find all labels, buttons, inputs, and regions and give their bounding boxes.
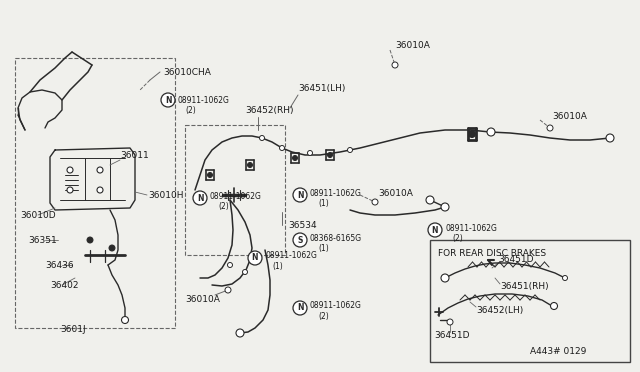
Text: 36452(RH): 36452(RH) (245, 106, 294, 115)
Circle shape (293, 188, 307, 202)
Text: (2): (2) (218, 202, 228, 211)
Text: 36010H: 36010H (148, 190, 184, 199)
Circle shape (67, 187, 73, 193)
Text: 08911-1062G: 08911-1062G (178, 96, 230, 105)
Circle shape (227, 263, 232, 267)
Text: 08911-1062G: 08911-1062G (265, 251, 317, 260)
Text: N: N (196, 193, 204, 202)
Circle shape (447, 319, 453, 325)
Text: 36451(LH): 36451(LH) (298, 83, 346, 93)
Text: FOR REAR DISC BRAKES: FOR REAR DISC BRAKES (438, 250, 546, 259)
Circle shape (428, 223, 442, 237)
Text: 36010D: 36010D (20, 211, 56, 219)
Text: N: N (297, 304, 303, 312)
Text: N: N (164, 96, 172, 105)
Circle shape (67, 167, 73, 173)
Text: 36351: 36351 (28, 235, 57, 244)
Circle shape (97, 167, 103, 173)
Text: 36534: 36534 (288, 221, 317, 230)
Text: 36402: 36402 (50, 280, 79, 289)
Text: 08911-1062G: 08911-1062G (310, 301, 362, 311)
Circle shape (392, 62, 398, 68)
Text: 36451(RH): 36451(RH) (500, 282, 548, 292)
Text: 08911-1062G: 08911-1062G (310, 189, 362, 198)
Circle shape (293, 233, 307, 247)
Circle shape (122, 317, 129, 324)
Circle shape (248, 251, 262, 265)
Circle shape (292, 155, 298, 160)
Text: N: N (297, 190, 303, 199)
Bar (185, 125, 285, 255)
Circle shape (441, 203, 449, 211)
Circle shape (468, 131, 476, 138)
Circle shape (487, 128, 495, 136)
Circle shape (307, 151, 312, 155)
Circle shape (109, 245, 115, 251)
Circle shape (161, 93, 175, 107)
Text: 36010A: 36010A (378, 189, 413, 198)
Text: 36436: 36436 (45, 260, 74, 269)
Text: N: N (252, 253, 259, 263)
Circle shape (441, 274, 449, 282)
Circle shape (547, 125, 553, 131)
Circle shape (259, 135, 264, 141)
Text: (2): (2) (452, 234, 463, 243)
Text: (2): (2) (185, 106, 196, 115)
Circle shape (348, 148, 353, 153)
Text: (1): (1) (272, 262, 283, 270)
Text: 3601J: 3601J (60, 326, 86, 334)
Circle shape (550, 302, 557, 310)
Text: S: S (298, 235, 303, 244)
Circle shape (207, 173, 212, 177)
Text: A443# 0129: A443# 0129 (530, 347, 586, 356)
Circle shape (243, 269, 248, 275)
Text: N: N (432, 225, 438, 234)
Circle shape (280, 145, 285, 151)
Text: 36451D: 36451D (434, 330, 470, 340)
Bar (430, 240, 630, 362)
Circle shape (426, 196, 434, 204)
Circle shape (248, 163, 253, 167)
Circle shape (372, 199, 378, 205)
Text: (1): (1) (318, 244, 329, 253)
Text: 36010A: 36010A (185, 295, 220, 305)
Text: 08911-1062G: 08911-1062G (210, 192, 262, 201)
Circle shape (193, 191, 207, 205)
Text: (2): (2) (318, 311, 329, 321)
Circle shape (236, 329, 244, 337)
Circle shape (328, 153, 333, 157)
Text: 08368-6165G: 08368-6165G (310, 234, 362, 243)
Text: 36010A: 36010A (395, 41, 430, 49)
Text: 36010CHA: 36010CHA (163, 67, 211, 77)
Bar (15, 58, 175, 328)
Circle shape (563, 276, 568, 280)
Text: 36451D: 36451D (498, 256, 534, 264)
Text: 36010A: 36010A (552, 112, 587, 121)
Circle shape (87, 237, 93, 243)
Circle shape (606, 134, 614, 142)
Circle shape (225, 287, 231, 293)
Text: 36452(LH): 36452(LH) (476, 305, 524, 314)
Circle shape (97, 187, 103, 193)
Text: (1): (1) (318, 199, 329, 208)
Text: 08911-1062G: 08911-1062G (445, 224, 497, 232)
Text: 36011: 36011 (120, 151, 148, 160)
Circle shape (293, 301, 307, 315)
